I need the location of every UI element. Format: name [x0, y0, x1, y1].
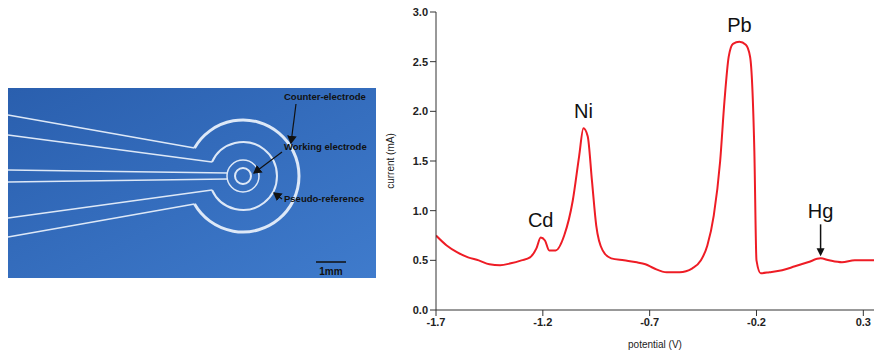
svg-text:Pb: Pb: [727, 14, 751, 36]
svg-text:Ni: Ni: [574, 100, 593, 122]
svg-text:potential (V): potential (V): [628, 339, 682, 350]
svg-text:Counter-electrode: Counter-electrode: [284, 91, 366, 102]
svg-text:-0.7: -0.7: [640, 316, 659, 328]
svg-text:current (mA): current (mA): [385, 133, 396, 189]
svg-text:2.0: 2.0: [413, 105, 428, 117]
svg-text:Working electrode: Working electrode: [284, 141, 367, 152]
svg-text:-1.2: -1.2: [533, 316, 552, 328]
svg-text:1.0: 1.0: [413, 205, 428, 217]
svg-text:Pseudo-reference: Pseudo-reference: [284, 193, 364, 204]
svg-text:Cd: Cd: [528, 209, 554, 231]
svg-text:Hg: Hg: [808, 200, 834, 222]
svg-text:0.0: 0.0: [413, 304, 428, 316]
svg-text:3.0: 3.0: [413, 6, 428, 18]
svg-text:-0.2: -0.2: [747, 316, 766, 328]
svg-text:1.5: 1.5: [413, 155, 428, 167]
svg-text:2.5: 2.5: [413, 56, 428, 68]
svg-text:1mm: 1mm: [319, 266, 342, 277]
svg-text:-1.7: -1.7: [427, 316, 446, 328]
svg-text:0.5: 0.5: [413, 254, 428, 266]
svg-text:0.3: 0.3: [856, 316, 871, 328]
